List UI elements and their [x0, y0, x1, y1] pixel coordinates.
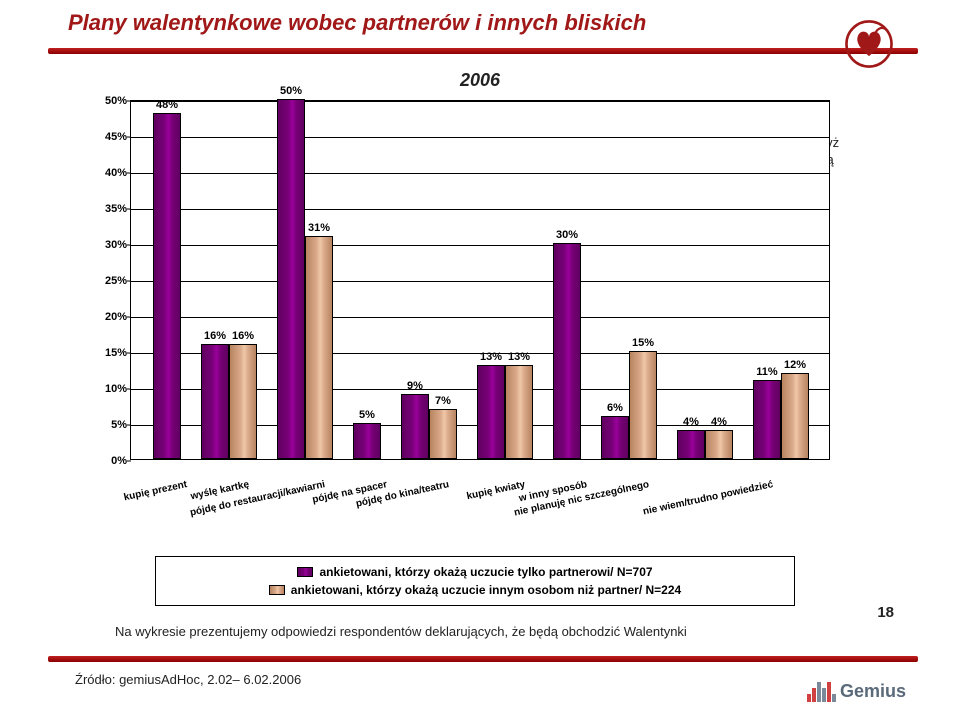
chart-legend: ankietowani, którzy okażą uczucie tylko … — [155, 556, 795, 606]
bottom-divider — [48, 656, 918, 662]
bar — [229, 344, 257, 459]
gemius-logo: Gemius — [807, 681, 906, 702]
legend-item-2: ankietowani, którzy okażą uczucie innym … — [168, 581, 782, 599]
gridline — [131, 245, 829, 246]
bar-value-label: 5% — [349, 409, 385, 421]
gridline — [131, 281, 829, 282]
bar — [305, 236, 333, 459]
bar — [505, 365, 533, 459]
top-divider — [48, 48, 918, 54]
y-axis-label: 40% — [91, 167, 127, 179]
bar-value-label: 6% — [597, 402, 633, 414]
gemius-logo-bars — [807, 682, 836, 702]
y-axis-label: 5% — [91, 419, 127, 431]
y-axis-tick — [127, 137, 131, 138]
gridline — [131, 317, 829, 318]
gemius-logo-text: Gemius — [840, 681, 906, 702]
bar — [553, 243, 581, 459]
bar-chart: 0%5%10%15%20%25%30%35%40%45%50%48%16%16%… — [90, 100, 830, 500]
bar-value-label: 48% — [149, 99, 185, 111]
y-axis-tick — [127, 101, 131, 102]
bar-value-label: 9% — [397, 380, 433, 392]
gridline — [131, 137, 829, 138]
bar-value-label: 15% — [625, 337, 661, 349]
bar — [753, 380, 781, 459]
y-axis-label: 15% — [91, 347, 127, 359]
legend-swatch-2 — [269, 585, 285, 595]
plot-area: 0%5%10%15%20%25%30%35%40%45%50%48%16%16%… — [130, 100, 830, 460]
y-axis-tick — [127, 245, 131, 246]
y-axis-label: 45% — [91, 131, 127, 143]
bar — [629, 351, 657, 459]
bar — [429, 409, 457, 459]
legend-label-1: ankietowani, którzy okażą uczucie tylko … — [319, 565, 652, 579]
y-axis-label: 50% — [91, 95, 127, 107]
gridline — [131, 173, 829, 174]
bar — [677, 430, 705, 459]
legend-swatch-1 — [297, 567, 313, 577]
y-axis-tick — [127, 209, 131, 210]
gridline — [131, 209, 829, 210]
y-axis-label: 25% — [91, 275, 127, 287]
chart-caption: Na wykresie prezentujemy odpowiedzi resp… — [115, 624, 687, 639]
bar-value-label: 7% — [425, 395, 461, 407]
bar-value-label: 12% — [777, 359, 813, 371]
bar — [601, 416, 629, 459]
bar-value-label: 4% — [701, 416, 737, 428]
y-axis-label: 0% — [91, 455, 127, 467]
bar — [477, 365, 505, 459]
legend-item-1: ankietowani, którzy okażą uczucie tylko … — [168, 563, 782, 581]
bar-value-label: 16% — [225, 330, 261, 342]
bar — [781, 373, 809, 459]
bar — [705, 430, 733, 459]
bar-value-label: 50% — [273, 85, 309, 97]
bar — [353, 423, 381, 459]
y-axis-tick — [127, 317, 131, 318]
gridline — [131, 101, 829, 102]
y-axis-tick — [127, 281, 131, 282]
heart-logo — [843, 18, 895, 70]
page-title: Plany walentynkowe wobec partnerów i inn… — [68, 10, 646, 36]
y-axis-tick — [127, 461, 131, 462]
y-axis-label: 10% — [91, 383, 127, 395]
bar-value-label: 30% — [549, 229, 585, 241]
bar — [153, 113, 181, 459]
y-axis-label: 35% — [91, 203, 127, 215]
bar — [277, 99, 305, 459]
y-axis-tick — [127, 353, 131, 354]
chart-year: 2006 — [0, 70, 960, 91]
y-axis-tick — [127, 425, 131, 426]
y-axis-label: 20% — [91, 311, 127, 323]
page-number: 18 — [877, 604, 894, 621]
y-axis-tick — [127, 173, 131, 174]
source-text: Źródło: gemiusAdHoc, 2.02– 6.02.2006 — [75, 672, 301, 687]
y-axis-tick — [127, 389, 131, 390]
y-axis-label: 30% — [91, 239, 127, 251]
bar-value-label: 31% — [301, 222, 337, 234]
bar-value-label: 13% — [501, 351, 537, 363]
legend-label-2: ankietowani, którzy okażą uczucie innym … — [291, 583, 681, 597]
bar — [201, 344, 229, 459]
